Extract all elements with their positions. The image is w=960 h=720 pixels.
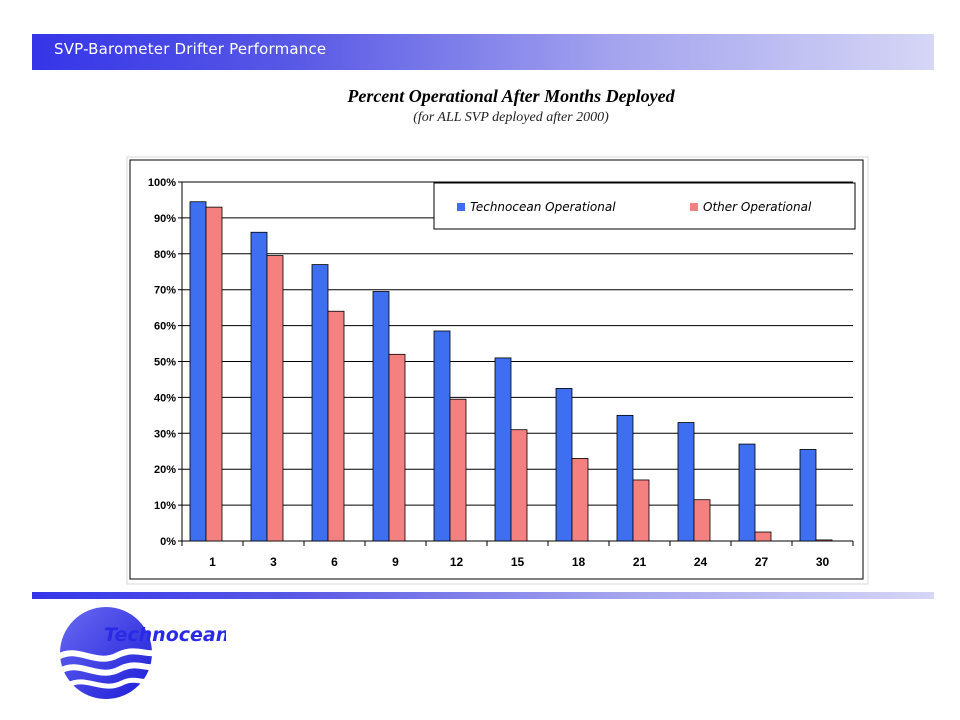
- x-tick-label: 21: [633, 555, 647, 569]
- bar-technocean-operational: [799, 449, 817, 542]
- bar-other-operational: [388, 353, 406, 542]
- chart-title: Percent Operational After Months Deploye…: [347, 86, 675, 106]
- chart-subtitle: (for ALL SVP deployed after 2000): [413, 110, 609, 125]
- legend-swatch-technocean: [457, 203, 465, 211]
- header-bar: SVP-Barometer Drifter Performance: [32, 34, 934, 70]
- wave-icon: [58, 662, 155, 676]
- y-tick-label: 10%: [154, 500, 176, 512]
- legend-label-other: Other Operational: [703, 200, 812, 214]
- x-tick-label: 27: [755, 555, 769, 569]
- bar-technocean-operational: [677, 422, 695, 542]
- legend-box: [433, 182, 856, 230]
- wave-icon: [66, 677, 149, 689]
- bar-other-operational: [754, 531, 772, 542]
- bar-technocean-operational: [738, 443, 756, 542]
- x-tick-label: 15: [511, 555, 525, 569]
- y-tick-label: 80%: [154, 249, 176, 261]
- bar-other-operational: [327, 310, 345, 542]
- x-tick-label: 18: [572, 555, 586, 569]
- bar-other-operational: [693, 499, 711, 542]
- technocean-logo: Technocean: [56, 607, 226, 699]
- y-tick-label: 0%: [160, 536, 176, 548]
- globe-icon: [60, 607, 152, 699]
- y-tick-label: 70%: [154, 285, 176, 297]
- x-axis: 1 3 6 9 12 15 18 21 24 27 30: [181, 541, 854, 569]
- bar-technocean-operational: [494, 357, 512, 542]
- bar-other-operational: [571, 458, 589, 542]
- header-title: SVP-Barometer Drifter Performance: [54, 40, 327, 58]
- x-tick-label: 1: [209, 555, 216, 569]
- logo-text: Technocean: [104, 624, 226, 646]
- x-tick-label: 12: [450, 555, 464, 569]
- x-tick-label: 24: [694, 555, 708, 569]
- x-tick-label: 30: [816, 555, 830, 569]
- bar-technocean-operational: [189, 201, 207, 542]
- legend: Technocean Operational Other Operational: [433, 182, 856, 230]
- bars: [189, 201, 833, 542]
- y-tick-label: 90%: [154, 213, 176, 225]
- wave-icon: [56, 648, 157, 662]
- bar-other-operational: [266, 255, 284, 542]
- bar-technocean-operational: [311, 264, 329, 542]
- y-tick-label: 60%: [154, 321, 176, 333]
- bar-other-operational: [815, 539, 833, 542]
- x-tick-label: 3: [270, 555, 277, 569]
- bar-other-operational: [510, 429, 528, 542]
- legend-swatch-other: [690, 203, 698, 211]
- y-tick-label: 40%: [154, 392, 176, 404]
- y-axis: 0% 10% 20% 30% 40% 50% 60% 70% 80% 90% 100%: [148, 177, 183, 548]
- bar-other-operational: [449, 398, 467, 542]
- y-tick-label: 20%: [154, 464, 176, 476]
- bar-technocean-operational: [555, 388, 573, 542]
- bar-technocean-operational: [616, 414, 634, 542]
- x-tick-label: 6: [331, 555, 338, 569]
- y-tick-label: 30%: [154, 428, 176, 440]
- bar-technocean-operational: [372, 291, 390, 542]
- bar-other-operational: [632, 479, 650, 542]
- y-tick-label: 100%: [148, 177, 176, 189]
- x-tick-label: 9: [392, 555, 399, 569]
- bar-other-operational: [205, 206, 223, 542]
- y-tick-label: 50%: [154, 357, 176, 369]
- bar-technocean-operational: [433, 330, 451, 542]
- footer-bar: [32, 592, 934, 599]
- bar-technocean-operational: [250, 231, 268, 542]
- legend-label-technocean: Technocean Operational: [470, 200, 616, 214]
